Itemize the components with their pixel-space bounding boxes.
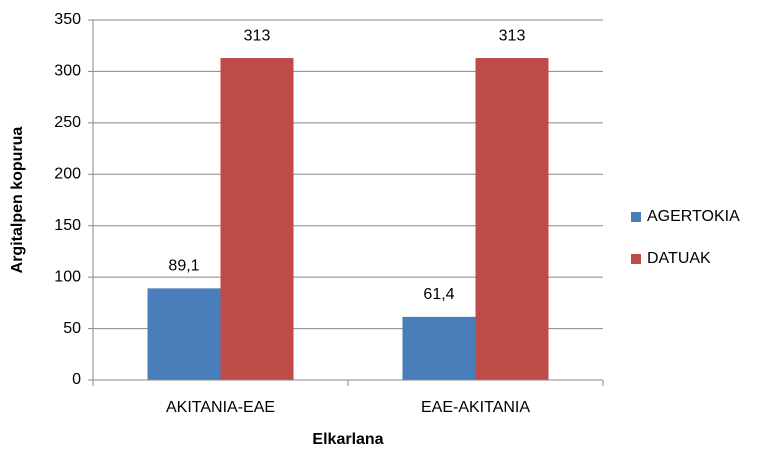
value-label: 61,4 [423, 286, 454, 303]
y-tick-label: 300 [54, 63, 81, 80]
legend-label: AGERTOKIA [647, 208, 740, 225]
y-axis-title: Argitalpen kopurua [9, 127, 26, 274]
x-tick-label: AKITANIA-EAE [166, 399, 275, 416]
y-tick-label: 350 [54, 11, 81, 28]
legend-swatch [631, 212, 641, 222]
y-tick-label: 200 [54, 166, 81, 183]
value-label: 313 [499, 27, 526, 44]
value-label: 313 [244, 27, 271, 44]
legend-label: DATUAK [647, 250, 711, 267]
legend-swatch [631, 254, 641, 264]
bar [220, 58, 294, 381]
value-label: 89,1 [168, 258, 199, 275]
bar [475, 58, 549, 381]
y-tick-label: 100 [54, 268, 81, 285]
bar [147, 288, 221, 380]
y-tick-label: 0 [72, 371, 81, 388]
y-tick-label: 150 [54, 217, 81, 234]
y-tick-label: 250 [54, 114, 81, 131]
x-axis-title: Elkarlana [312, 431, 383, 448]
y-tick-label: 50 [63, 320, 81, 337]
bar [402, 316, 476, 380]
x-tick-label: EAE-AKITANIA [421, 399, 530, 416]
